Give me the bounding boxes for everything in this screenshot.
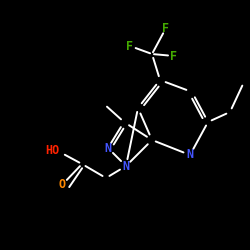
Text: O: O: [58, 178, 66, 192]
Text: F: F: [126, 40, 134, 52]
Text: N: N: [186, 148, 194, 162]
Text: HO: HO: [45, 144, 59, 156]
Text: N: N: [122, 160, 130, 172]
Text: F: F: [170, 50, 177, 62]
Text: F: F: [162, 22, 170, 35]
Text: N: N: [104, 142, 112, 154]
